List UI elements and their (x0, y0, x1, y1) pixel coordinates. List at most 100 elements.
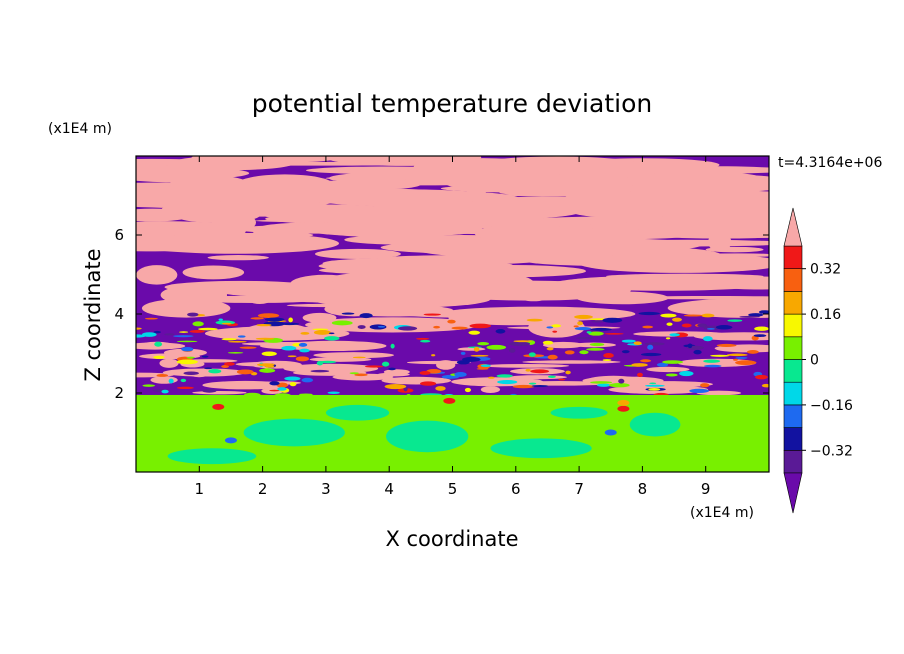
field-mixing-blob (300, 331, 310, 335)
field-mixing-blob (689, 388, 710, 393)
field-streak (250, 360, 302, 369)
field-mixing-blob (341, 312, 355, 315)
field-mixing-blob (301, 377, 314, 383)
field-mixing-blob (186, 356, 195, 359)
field-mixing-blob (637, 372, 643, 377)
field-mixing-blob (364, 365, 384, 368)
field-mixing-blob (192, 321, 204, 327)
field-mixing-blob (573, 325, 579, 328)
field-mixing-blob (168, 378, 174, 384)
field-streak (466, 186, 487, 196)
field-streak (649, 220, 769, 239)
field-teal-region (629, 412, 681, 437)
field-streak (400, 156, 476, 167)
field-mixing-blob (755, 374, 768, 380)
field-mixing-blob (227, 351, 244, 354)
colorbar-level (783, 268, 803, 292)
field-mixing-blob (156, 373, 169, 377)
field-mixing-blob (173, 335, 194, 338)
field-mixing-blob (419, 381, 437, 386)
field-mixing-blob (281, 345, 297, 351)
field-mixing-blob (289, 382, 297, 387)
field-mixing-blob (642, 325, 654, 329)
field-mixing-blob (660, 313, 677, 318)
field-mixing-blob (656, 362, 669, 367)
field-mixing-blob (513, 340, 532, 343)
field-mixing-blob (547, 375, 556, 379)
field-mixing-blob (649, 382, 657, 385)
x-tick-label: 3 (321, 480, 331, 498)
colorbar-level (783, 449, 803, 474)
colorbar-level (783, 245, 803, 270)
field-streak (257, 204, 404, 222)
y-axis-label: Z coordinate (81, 248, 105, 381)
field-streak (483, 363, 570, 368)
field-mixing-blob (546, 326, 554, 329)
field-mixing-blob (715, 325, 733, 330)
y-tick-label: 6 (114, 226, 124, 244)
field-mixing-blob (298, 342, 308, 347)
field-mixing-blob (672, 317, 682, 322)
field-streak (285, 282, 336, 293)
field-mixing-blob (662, 360, 684, 364)
x-unit-label: (x1E4 m) (690, 505, 754, 521)
field-mixing-blob (460, 351, 466, 355)
field-mixing-blob (558, 378, 566, 381)
y-tick-label: 4 (114, 305, 124, 323)
field-mixing-blob (202, 388, 217, 393)
field-streak (437, 265, 586, 278)
field-streak (309, 290, 491, 308)
field-mixing-blob (250, 317, 264, 320)
colorbar-level (783, 427, 803, 451)
y-tick-label: 2 (114, 384, 124, 402)
field-mixing-blob (331, 320, 353, 326)
field-mixing-blob (269, 381, 280, 386)
field-streak (250, 330, 333, 340)
field-mixing-blob (486, 344, 507, 350)
field-mixing-blob (239, 346, 257, 349)
colorbar-level (783, 336, 803, 360)
field-mixing-blob (324, 336, 340, 341)
field-mixing-blob (327, 391, 340, 394)
field-mixing-blob (435, 386, 446, 391)
field-mixing-blob (589, 342, 605, 347)
field-streak (309, 357, 372, 362)
field-mixing-blob (269, 389, 280, 392)
field-mixing-blob (316, 360, 324, 366)
field-mixing-blob (621, 339, 636, 343)
field-mixing-blob (640, 359, 652, 363)
field-mixing-blob (287, 355, 297, 358)
field-mixing-blob (183, 371, 199, 376)
field-mixing-blob (264, 365, 275, 368)
field-mixing-blob (221, 322, 232, 325)
field-mixing-blob (310, 369, 330, 373)
colorbar-level (783, 313, 803, 338)
field-streak (677, 358, 757, 368)
field-mixing-blob (758, 310, 769, 314)
field-mixing-blob (495, 329, 506, 334)
field-mixing-blob (552, 330, 558, 333)
field-mixing-blob (384, 383, 407, 390)
field-mixing-blob (179, 331, 189, 333)
field-mixing-blob (228, 340, 247, 343)
field-mixing-blob (469, 323, 492, 329)
field-teal-region (243, 418, 345, 447)
field-mixing-blob (398, 326, 418, 331)
field-plume-core (212, 403, 225, 410)
field-mixing-blob (154, 341, 163, 347)
field-mixing-blob (221, 338, 238, 341)
field-mixing-blob (597, 383, 611, 387)
field-mixing-blob (390, 343, 395, 349)
field-mixing-blob (208, 369, 222, 374)
field-streak (406, 360, 471, 365)
field-streak (567, 236, 619, 256)
field-mixing-blob (454, 371, 467, 377)
field-streak (141, 298, 231, 318)
field-mixing-blob (415, 337, 430, 340)
field-mixing-blob (476, 368, 489, 370)
field-mixing-blob (546, 347, 554, 351)
field-mixing-blob (586, 347, 605, 351)
field-mixing-blob (261, 351, 277, 357)
field-mixing-blob (551, 324, 562, 328)
x-tick-label: 5 (448, 480, 458, 498)
